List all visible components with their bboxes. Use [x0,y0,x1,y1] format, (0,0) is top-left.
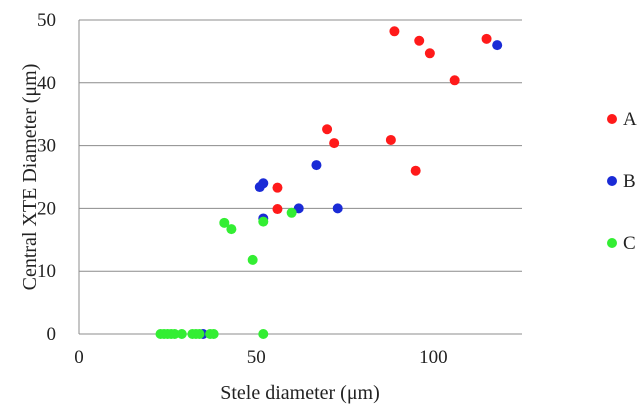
data-point [272,182,283,193]
y-tick-label: 40 [37,73,56,94]
data-point [258,216,269,227]
data-point [414,35,425,46]
data-points [155,26,503,339]
data-point [389,26,400,37]
legend-label: A [623,109,637,130]
data-point [322,124,333,135]
legend: A B C [607,109,637,254]
legend-item-B: B [607,171,636,192]
data-point [311,160,322,171]
y-axis-title: Central XTE Diameter (μm) [19,64,41,291]
legend-marker [607,176,617,186]
data-point [410,165,421,176]
y-tick-labels: 0 10 20 30 40 50 [37,10,56,345]
data-point [481,33,492,44]
data-point [169,329,180,339]
data-point [492,40,503,51]
data-point [286,207,297,218]
data-point [258,329,269,339]
legend-marker [607,114,617,124]
data-point [258,178,269,189]
y-tick-label: 0 [47,324,57,345]
data-point [226,224,237,235]
data-point [208,329,219,339]
series-C [155,207,297,339]
y-tick-label: 20 [37,198,56,219]
data-point [329,138,340,149]
legend-item-A: A [607,109,637,130]
y-tick-label: 10 [37,261,56,282]
legend-label: C [623,233,636,254]
data-point [194,329,205,339]
data-point [272,204,283,215]
x-tick-label: 50 [247,347,266,368]
data-point [176,329,187,339]
x-tick-labels: 0 50 100 [74,347,447,368]
data-point [449,75,460,86]
data-point [424,48,435,59]
series-A [272,26,492,215]
legend-label: B [623,171,636,192]
x-tick-label: 100 [419,347,448,368]
legend-marker [607,238,617,248]
x-axis-title: Stele diameter (μm) [220,382,380,404]
x-tick-label: 0 [74,347,84,368]
y-tick-label: 50 [37,10,56,31]
data-point [332,203,343,214]
data-point [247,254,258,265]
gridlines [78,19,522,335]
series-B [198,40,503,339]
y-tick-label: 30 [37,136,56,157]
data-point [219,217,230,228]
legend-item-C: C [607,233,636,254]
data-point [385,134,396,145]
